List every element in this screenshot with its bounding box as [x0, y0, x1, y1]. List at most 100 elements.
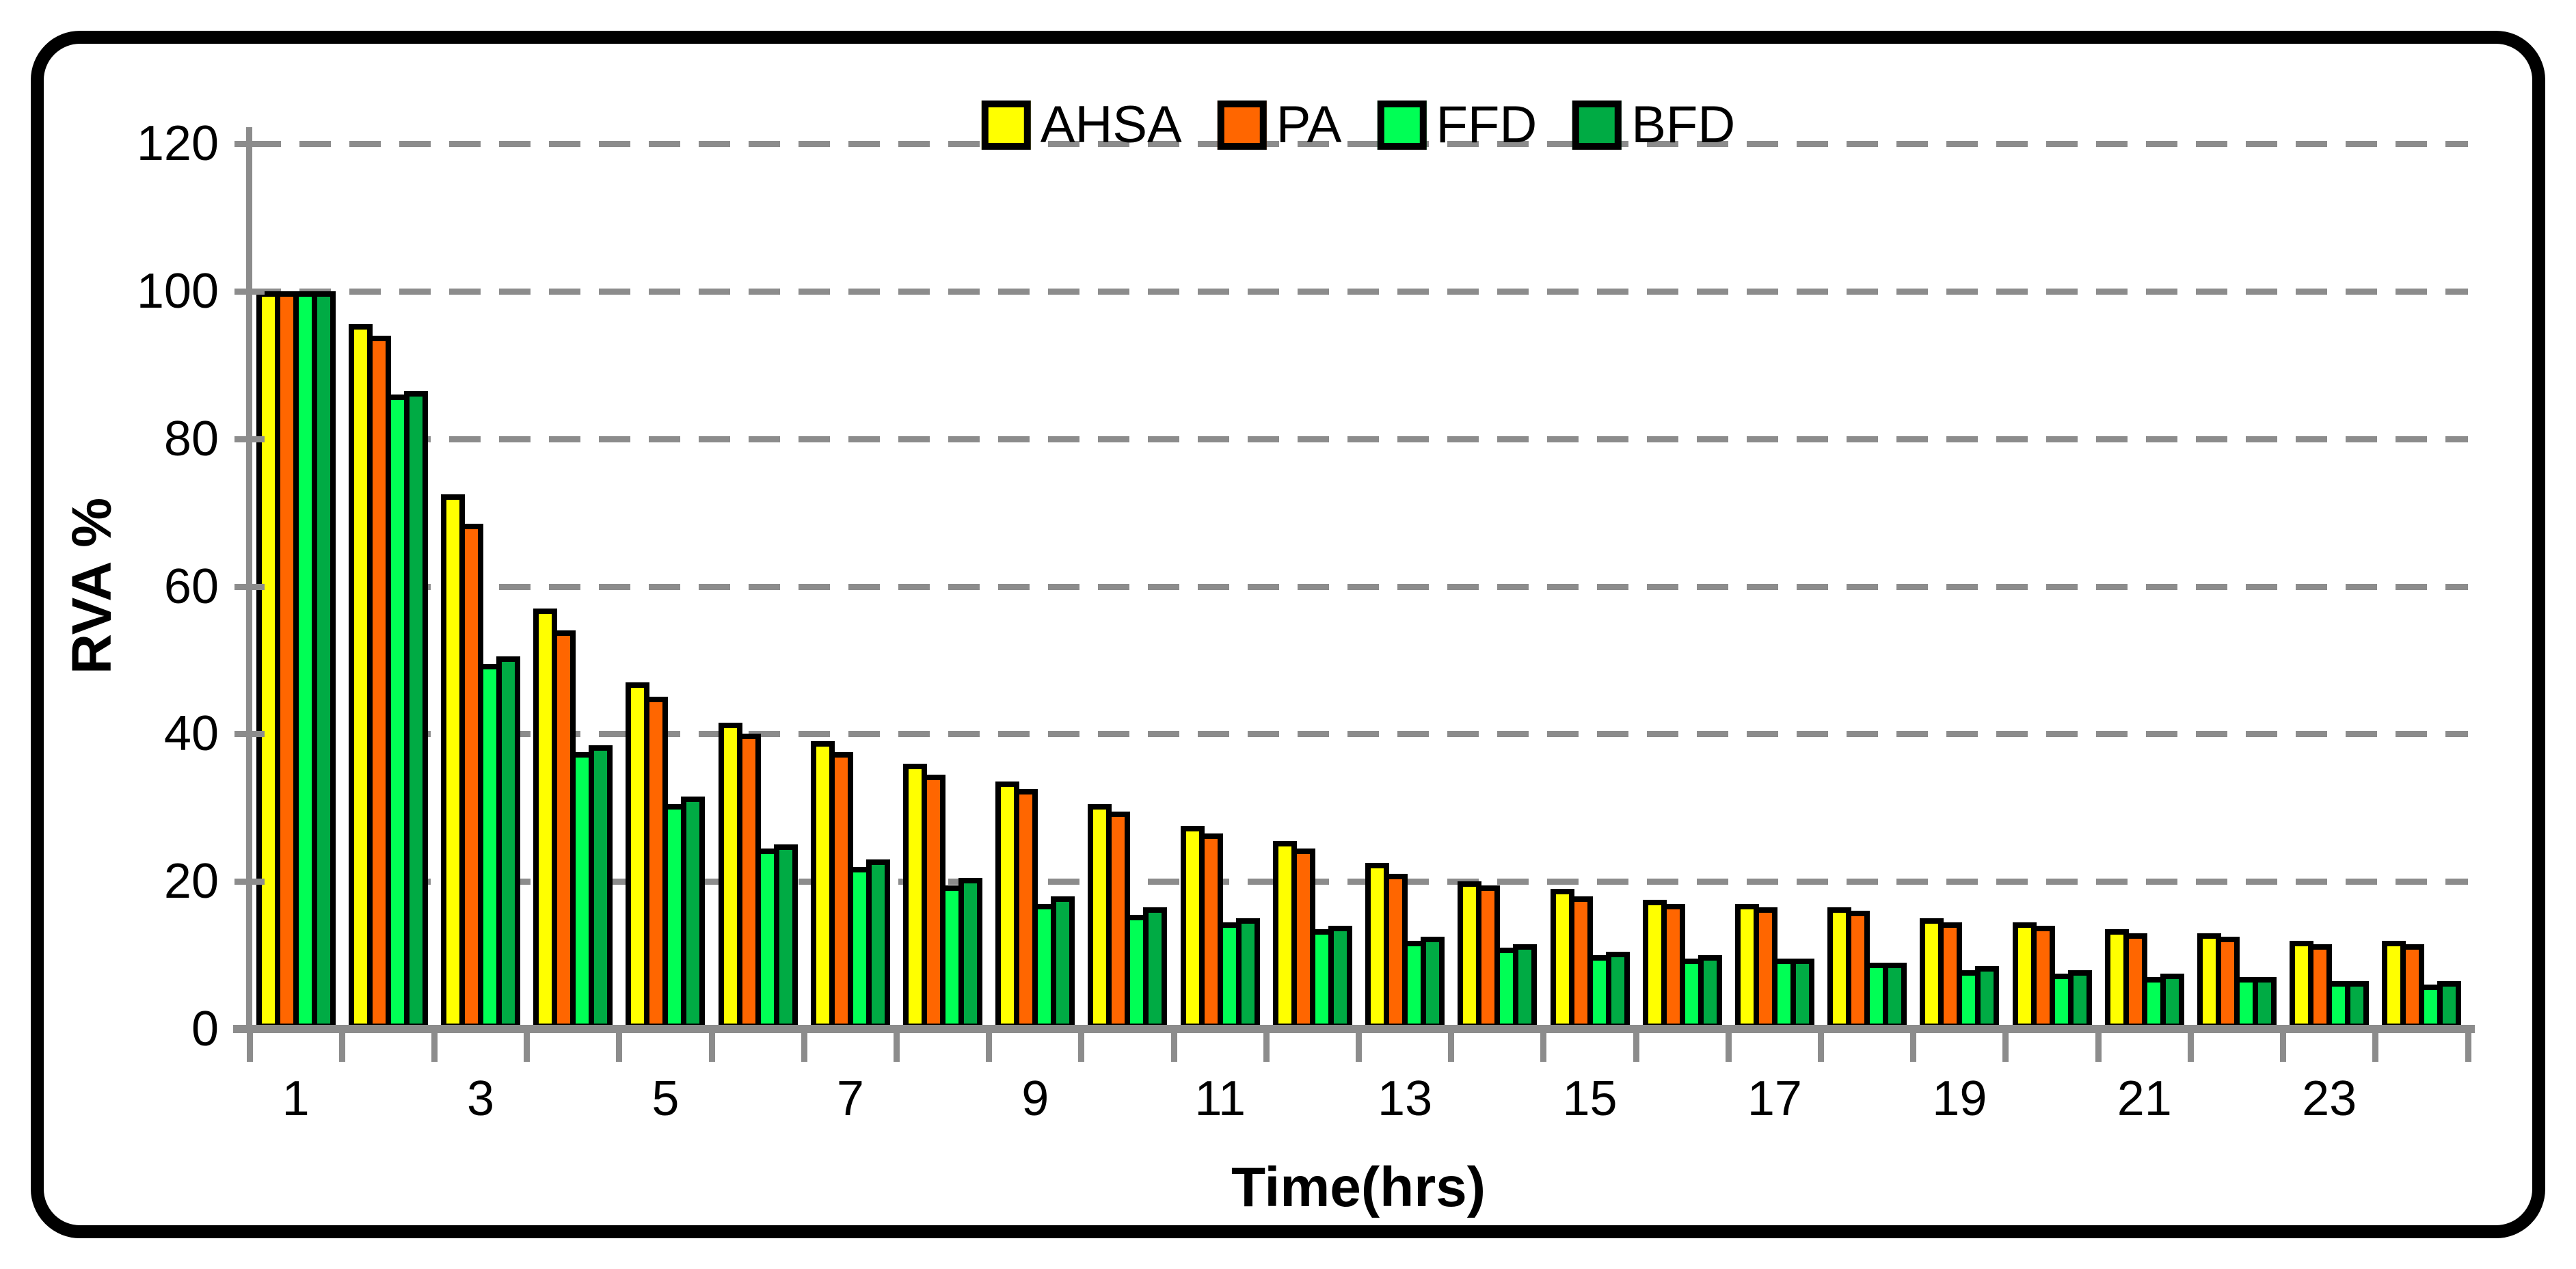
y-tick-label-20: 20	[163, 854, 219, 909]
bar-bfd-hour-13	[1421, 937, 1445, 1029]
legend: AHSA PA FFD BFD	[981, 96, 1735, 154]
bar-group-hour-24	[2376, 144, 2468, 1029]
bar-bfd-hour-8	[958, 877, 983, 1029]
x-tick-1	[338, 1033, 345, 1062]
y-tick-label-60: 60	[163, 559, 219, 614]
x-axis-title: Time(hrs)	[1231, 1156, 1486, 1218]
bar-group-hour-15	[1544, 144, 1636, 1029]
legend-item-ahsa: AHSA	[981, 99, 1182, 151]
bar-group-hour-19	[1914, 144, 2006, 1029]
x-tick-9	[1078, 1033, 1085, 1062]
x-tick-6	[801, 1033, 807, 1062]
y-tick-40	[234, 731, 265, 738]
legend-swatch-ahsa	[981, 101, 1031, 150]
y-tick-20	[234, 879, 265, 885]
y-tick-80	[234, 436, 265, 442]
bar-bfd-hour-3	[496, 656, 520, 1029]
gridline-80	[250, 436, 2468, 442]
x-tick-23	[2372, 1033, 2379, 1062]
bar-group-hour-22	[2190, 144, 2283, 1029]
x-tick-16	[1725, 1033, 1732, 1062]
bar-bfd-hour-11	[1235, 918, 1260, 1029]
x-tick-11	[1263, 1033, 1270, 1062]
bar-bfd-hour-15	[1605, 951, 1630, 1029]
x-tick-label-9: 9	[1021, 1071, 1049, 1126]
bar-group-hour-11	[1174, 144, 1266, 1029]
bar-bfd-hour-7	[866, 859, 890, 1029]
y-tick-label-100: 100	[136, 263, 219, 319]
bar-bfd-hour-18	[1883, 962, 1907, 1029]
y-tick-120	[234, 141, 265, 147]
x-tick-label-7: 7	[836, 1071, 864, 1126]
x-tick-24	[2465, 1033, 2471, 1062]
bar-group-hour-9	[989, 144, 1082, 1029]
y-tick-label-80: 80	[163, 411, 219, 466]
x-tick-18	[1910, 1033, 1917, 1062]
legend-item-pa: PA	[1217, 96, 1342, 154]
bar-group-hour-18	[1821, 144, 1914, 1029]
bar-group-hour-8	[896, 144, 989, 1029]
y-tick-label-40: 40	[163, 706, 219, 762]
x-tick-7	[893, 1033, 900, 1062]
bar-group-hour-20	[2006, 144, 2098, 1029]
x-tick-21	[2187, 1033, 2194, 1062]
bar-bfd-hour-12	[1328, 925, 1352, 1029]
x-tick-label-23: 23	[2302, 1071, 2357, 1126]
bar-group-hour-17	[1728, 144, 1821, 1029]
bar-bfd-hour-14	[1513, 944, 1538, 1029]
x-tick-10	[1170, 1033, 1177, 1062]
y-axis-line	[246, 127, 252, 1033]
bar-bfd-hour-22	[2252, 977, 2277, 1029]
x-tick-0	[246, 1033, 253, 1062]
legend-item-bfd: BFD	[1572, 99, 1735, 151]
plot-area	[233, 127, 2475, 1062]
x-tick-17	[1818, 1033, 1825, 1062]
bar-bfd-hour-10	[1143, 907, 1168, 1029]
bar-bfd-hour-19	[1975, 966, 2000, 1029]
x-tick-label-17: 17	[1747, 1071, 1802, 1126]
y-tick-100	[234, 288, 265, 295]
bar-group-hour-6	[712, 144, 804, 1029]
gridline-40	[250, 731, 2468, 738]
legend-label-ffd: FFD	[1436, 96, 1538, 154]
bar-group-hour-21	[2098, 144, 2190, 1029]
x-tick-15	[1633, 1033, 1639, 1062]
bar-bfd-hour-1	[311, 291, 336, 1029]
x-tick-14	[1540, 1033, 1547, 1062]
bar-group-hour-5	[619, 144, 712, 1029]
bar-bfd-hour-20	[2067, 970, 2092, 1029]
bar-bfd-hour-21	[2160, 974, 2184, 1029]
bar-group-hour-3	[434, 144, 526, 1029]
y-tick-60	[234, 583, 265, 590]
bar-group-hour-12	[1266, 144, 1358, 1029]
x-tick-4	[616, 1033, 623, 1062]
bar-group-hour-10	[1082, 144, 1174, 1029]
bar-group-hour-1	[250, 144, 342, 1029]
x-tick-13	[1448, 1033, 1455, 1062]
x-tick-20	[2095, 1033, 2102, 1062]
x-tick-label-21: 21	[2117, 1071, 2172, 1126]
gridline-120	[250, 141, 2468, 147]
bar-bfd-hour-4	[589, 745, 613, 1029]
legend-swatch-pa	[1217, 101, 1267, 150]
bar-group-hour-14	[1451, 144, 1544, 1029]
x-tick-label-19: 19	[1932, 1071, 1987, 1126]
bar-bfd-hour-5	[681, 797, 706, 1029]
bar-group-hour-13	[1359, 144, 1451, 1029]
bar-bfd-hour-2	[403, 390, 428, 1029]
bar-bfd-hour-17	[1790, 959, 1814, 1029]
gridline-100	[250, 288, 2468, 295]
x-tick-22	[2280, 1033, 2287, 1062]
x-tick-label-13: 13	[1378, 1071, 1433, 1126]
legend-label-pa: PA	[1276, 96, 1342, 154]
x-tick-8	[986, 1033, 993, 1062]
bar-group-hour-23	[2283, 144, 2376, 1029]
x-tick-2	[431, 1033, 438, 1062]
bar-bfd-hour-24	[2437, 980, 2462, 1029]
gridline-60	[250, 583, 2468, 590]
legend-label-bfd: BFD	[1631, 96, 1736, 154]
bar-group-hour-7	[804, 144, 896, 1029]
x-tick-label-5: 5	[652, 1071, 680, 1126]
x-tick-5	[708, 1033, 715, 1062]
